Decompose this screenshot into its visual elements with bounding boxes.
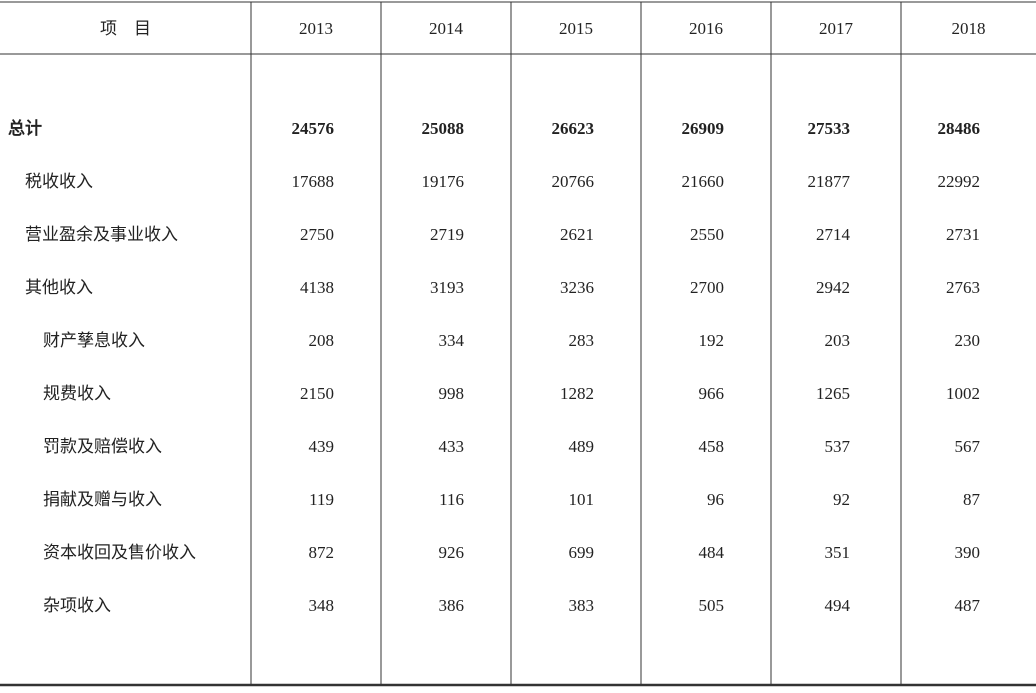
cell-value: 348 xyxy=(309,596,335,615)
row-label: 杂项收入 xyxy=(43,596,111,615)
cell-value: 116 xyxy=(439,490,464,509)
row-label: 资本收回及售价收入 xyxy=(43,543,196,562)
cell-value: 2714 xyxy=(816,225,851,244)
cell-value: 192 xyxy=(699,331,725,350)
cell-value: 2731 xyxy=(946,225,980,244)
cell-value: 458 xyxy=(699,437,725,456)
row-label: 总计 xyxy=(8,118,42,138)
cell-value: 998 xyxy=(439,384,465,403)
cell-value: 2621 xyxy=(560,225,594,244)
cell-value: 386 xyxy=(439,596,465,615)
cell-value: 21877 xyxy=(808,172,851,191)
cell-value: 230 xyxy=(955,331,981,350)
cell-value: 19176 xyxy=(422,172,465,191)
cell-value: 283 xyxy=(569,331,595,350)
row-label: 捐献及赠与收入 xyxy=(43,490,162,509)
cell-value: 487 xyxy=(955,596,981,615)
cell-value: 3236 xyxy=(560,278,594,297)
row-label: 规费收入 xyxy=(43,384,111,403)
cell-value: 2150 xyxy=(300,384,334,403)
cell-value: 27533 xyxy=(808,119,851,138)
row-label: 税收收入 xyxy=(25,172,93,191)
cell-value: 2700 xyxy=(690,278,724,297)
cell-value: 28486 xyxy=(938,119,981,138)
cell-value: 699 xyxy=(569,543,595,562)
cell-value: 4138 xyxy=(300,278,334,297)
cell-value: 1002 xyxy=(946,384,980,403)
cell-value: 21660 xyxy=(682,172,725,191)
cell-value: 20766 xyxy=(552,172,595,191)
cell-value: 17688 xyxy=(292,172,335,191)
cell-value: 383 xyxy=(569,596,595,615)
cell-value: 2719 xyxy=(430,225,464,244)
cell-value: 433 xyxy=(439,437,465,456)
cell-value: 351 xyxy=(825,543,851,562)
cell-value: 872 xyxy=(309,543,335,562)
cell-value: 2550 xyxy=(690,225,724,244)
cell-value: 26909 xyxy=(682,119,725,138)
header-cell: 2018 xyxy=(952,19,986,38)
cell-value: 2942 xyxy=(816,278,850,297)
cell-value: 22992 xyxy=(938,172,981,191)
cell-value: 537 xyxy=(825,437,851,456)
cell-value: 567 xyxy=(955,437,981,456)
cell-value: 2763 xyxy=(946,278,980,297)
cell-value: 26623 xyxy=(552,119,595,138)
header-cell: 2017 xyxy=(819,19,854,38)
cell-value: 390 xyxy=(955,543,981,562)
cell-value: 96 xyxy=(707,490,724,509)
header-cell: 项 目 xyxy=(100,19,151,38)
cell-value: 484 xyxy=(699,543,725,562)
cell-value: 2750 xyxy=(300,225,334,244)
cell-value: 203 xyxy=(825,331,851,350)
row-label: 罚款及赔偿收入 xyxy=(43,437,162,456)
cell-value: 966 xyxy=(699,384,725,403)
row-label: 其他收入 xyxy=(25,278,93,297)
cell-value: 25088 xyxy=(422,119,465,138)
cell-value: 1265 xyxy=(816,384,850,403)
row-label: 财产孳息收入 xyxy=(43,331,145,350)
cell-value: 208 xyxy=(309,331,335,350)
header-cell: 2014 xyxy=(429,19,464,38)
cell-value: 1282 xyxy=(560,384,594,403)
header-cell: 2013 xyxy=(299,19,333,38)
cell-value: 101 xyxy=(569,490,595,509)
cell-value: 505 xyxy=(699,596,725,615)
header-cell: 2015 xyxy=(559,19,593,38)
header-cell: 2016 xyxy=(689,19,723,38)
cell-value: 24576 xyxy=(292,119,335,138)
cell-value: 87 xyxy=(963,490,981,509)
row-label: 营业盈余及事业收入 xyxy=(25,225,178,244)
cell-value: 334 xyxy=(439,331,465,350)
cell-value: 494 xyxy=(825,596,851,615)
cell-value: 439 xyxy=(309,437,335,456)
cell-value: 926 xyxy=(439,543,465,562)
cell-value: 3193 xyxy=(430,278,464,297)
cell-value: 119 xyxy=(309,490,334,509)
cell-value: 92 xyxy=(833,490,850,509)
cell-value: 489 xyxy=(569,437,595,456)
